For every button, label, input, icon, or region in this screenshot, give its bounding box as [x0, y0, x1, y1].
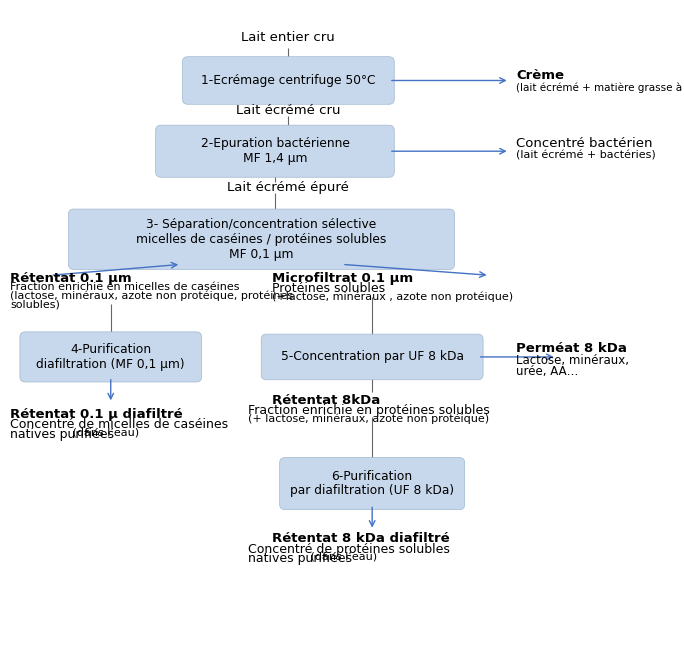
FancyBboxPatch shape — [68, 209, 455, 270]
Text: urée, AA…: urée, AA… — [516, 365, 579, 379]
FancyBboxPatch shape — [20, 332, 202, 382]
FancyBboxPatch shape — [156, 125, 394, 177]
Text: Fraction enrichie en micelles de caséines: Fraction enrichie en micelles de caséine… — [10, 282, 239, 293]
Text: (lait écrémé + bactéries): (lait écrémé + bactéries) — [516, 150, 656, 160]
Text: Rétentat 0.1 µm: Rétentat 0.1 µm — [10, 272, 132, 285]
Text: natives purifiées: natives purifiées — [10, 428, 114, 441]
Text: Lait entier cru: Lait entier cru — [241, 31, 335, 44]
Text: Rétentat 0.1 µ diafiltré: Rétentat 0.1 µ diafiltré — [10, 408, 183, 420]
Text: 5-Concentration par UF 8 kDa: 5-Concentration par UF 8 kDa — [280, 350, 464, 363]
Text: Concentré bactérien: Concentré bactérien — [516, 137, 653, 150]
Text: 1-Ecrémage centrifuge 50°C: 1-Ecrémage centrifuge 50°C — [201, 74, 376, 87]
Text: natives purifiées: natives purifiées — [248, 552, 352, 565]
Text: solubles): solubles) — [10, 299, 60, 309]
Text: (lait écrémé + matière grasse à environ. 350 g/kg): (lait écrémé + matière grasse à environ.… — [516, 82, 684, 92]
Text: micelles de caséines / protéines solubles: micelles de caséines / protéines soluble… — [136, 233, 386, 246]
Text: 3- Séparation/concentration sélective: 3- Séparation/concentration sélective — [146, 218, 377, 231]
Text: Lait écrémé épuré: Lait écrémé épuré — [228, 181, 350, 194]
Text: Protéines solubles: Protéines solubles — [272, 282, 384, 295]
FancyBboxPatch shape — [183, 56, 394, 104]
Text: Concentré de micelles de caséines: Concentré de micelles de caséines — [10, 418, 228, 431]
Text: Lactose, minéraux,: Lactose, minéraux, — [516, 354, 629, 367]
Text: Rétentat 8kDa: Rétentat 8kDa — [272, 394, 380, 407]
FancyBboxPatch shape — [261, 334, 483, 380]
Text: MF 0,1 µm: MF 0,1 µm — [229, 247, 294, 260]
Text: Fraction enrichie en protéines solubles: Fraction enrichie en protéines solubles — [248, 404, 490, 417]
Text: Crème: Crème — [516, 70, 564, 83]
Text: (lactose, minéraux, azote non protéique, protéines: (lactose, minéraux, azote non protéique,… — [10, 291, 293, 301]
Text: Lait écrémé cru: Lait écrémé cru — [236, 104, 341, 117]
Text: (dans l’eau): (dans l’eau) — [70, 428, 140, 438]
FancyBboxPatch shape — [280, 457, 464, 510]
Text: (dans l’eau): (dans l’eau) — [307, 552, 378, 562]
Text: Rétentat 8 kDa diafiltré: Rétentat 8 kDa diafiltré — [272, 533, 449, 545]
Text: (+lactose, minéraux , azote non protéique): (+lactose, minéraux , azote non protéiqu… — [272, 291, 513, 302]
Text: 6-Purification: 6-Purification — [332, 470, 412, 483]
Text: (+ lactose, minéraux, azote non protéique): (+ lactose, minéraux, azote non protéiqu… — [248, 413, 489, 424]
Text: Concentré de protéines solubles: Concentré de protéines solubles — [248, 543, 450, 556]
Text: diafiltration (MF 0,1 µm): diafiltration (MF 0,1 µm) — [36, 358, 185, 371]
Text: Perméat 8 kDa: Perméat 8 kDa — [516, 342, 627, 355]
Text: par diafiltration (UF 8 kDa): par diafiltration (UF 8 kDa) — [290, 485, 454, 497]
Text: Microfiltrat 0.1 µm: Microfiltrat 0.1 µm — [272, 272, 412, 285]
Text: 4-Purification: 4-Purification — [70, 343, 151, 356]
Text: 2-Epuration bactérienne: 2-Epuration bactérienne — [200, 137, 350, 150]
Text: MF 1,4 µm: MF 1,4 µm — [243, 152, 307, 165]
